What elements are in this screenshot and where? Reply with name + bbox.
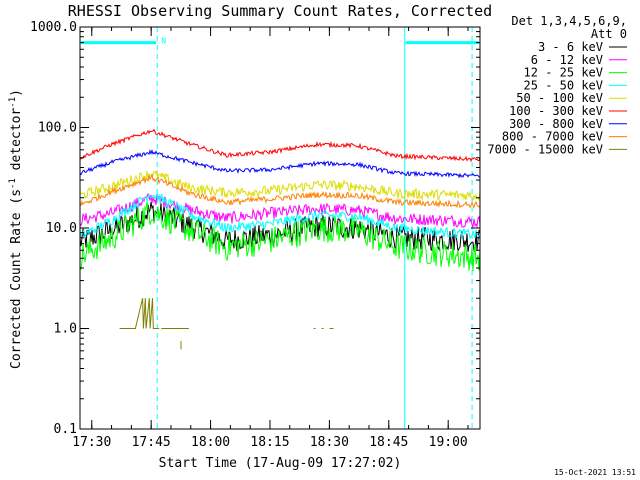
series-line-3	[79, 193, 481, 240]
y-axis-label: Corrected Count Rate (s-1 detector-1)	[8, 89, 24, 369]
x-tick-label-1: 17:45	[132, 435, 171, 450]
legend-label-6: 300 - 800 keV	[509, 117, 603, 131]
y-axis-label-sup1: -1	[8, 178, 18, 189]
series-line-0	[79, 202, 481, 253]
series-line-6	[79, 148, 481, 179]
legend-label-2: 12 - 25 keV	[524, 66, 603, 80]
legend-label-4: 50 - 100 keV	[516, 91, 603, 105]
y-axis-label-main: Corrected Count Rate (s	[9, 189, 24, 369]
legend-header-line2: Att 0	[591, 27, 627, 41]
plot-data: N	[79, 27, 481, 429]
series-line-2	[79, 201, 481, 272]
series-line-5	[79, 128, 481, 163]
y-axis-label-sup2: -1	[8, 97, 18, 108]
y-tick-label-1: 1.0	[54, 322, 77, 337]
legend-label-3: 25 - 50 keV	[524, 78, 603, 92]
legend-label-5: 100 - 300 keV	[509, 104, 603, 118]
legend-label-0: 3 - 6 keV	[538, 40, 603, 54]
x-tick-label-2: 18:00	[191, 435, 230, 450]
legend-label-1: 6 - 12 keV	[531, 53, 603, 67]
y-axis-ticks: 0.1 1.0 10.0 100.0 1000.0	[30, 20, 480, 437]
legend-label-7: 800 - 7000 keV	[502, 130, 603, 144]
x-tick-label-5: 18:45	[369, 435, 408, 450]
footer-date: 15-Oct-2021 13:51	[554, 468, 636, 477]
y-tick-label-4: 1000.0	[30, 20, 77, 35]
x-tick-label-0: 17:30	[72, 435, 111, 450]
sparse-segment-0	[119, 298, 160, 329]
x-tick-label-4: 18:30	[310, 435, 349, 450]
legend-label-8: 7000 - 15000 keV	[487, 142, 603, 156]
interval-label-0: N	[161, 37, 166, 46]
y-tick-label-0: 0.1	[54, 422, 77, 437]
series-line-7	[79, 173, 481, 210]
x-axis-ticks: 17:30 17:45 18:00 18:15 18:30 18:45 19:00	[72, 27, 469, 450]
chart-title: RHESSI Observing Summary Count Rates, Co…	[68, 2, 492, 20]
y-axis-label-end: )	[9, 89, 24, 97]
y-tick-label-3: 100.0	[38, 121, 77, 136]
legend-header-line1: Det 1,3,4,5,6,9,	[511, 14, 627, 28]
x-tick-label-3: 18:15	[250, 435, 289, 450]
series-line-4	[79, 169, 481, 202]
x-tick-label-6: 19:00	[429, 435, 468, 450]
x-axis-label: Start Time (17-Aug-09 17:27:02)	[159, 456, 402, 471]
y-tick-label-2: 10.0	[46, 221, 77, 236]
plot-frame	[79, 26, 481, 430]
y-axis-label-mid: detector	[9, 108, 24, 179]
